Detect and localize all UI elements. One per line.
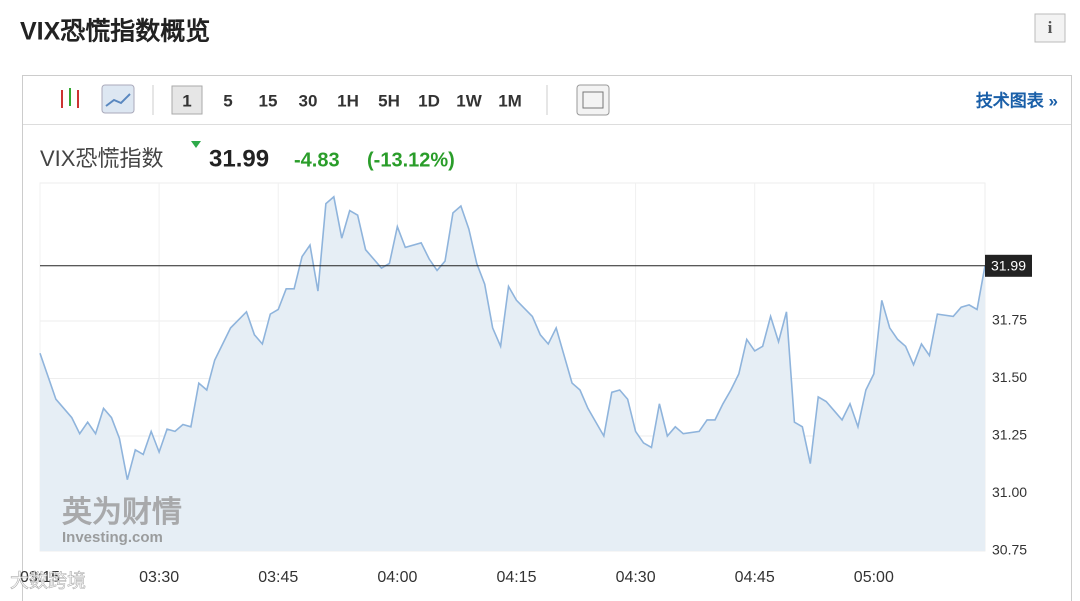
quote-name: VIX恐慌指数 [40, 146, 163, 171]
info-button[interactable] [1034, 13, 1066, 43]
quote-change-pct: (-13.12%) [367, 149, 455, 171]
x-tick-label: 04:00 [377, 569, 417, 586]
x-tick-label: 05:00 [854, 569, 894, 586]
down-indicator [191, 141, 201, 148]
plot: 30.75 31.00 31.25 31.50 31.75 03:15 03:30 03:45… [20, 182, 1032, 586]
interval-button[interactable]: 1M [498, 91, 522, 110]
info-icon[interactable]: i [1048, 18, 1053, 37]
table-icon[interactable] [576, 84, 610, 116]
table-icon-glyph [582, 91, 604, 109]
price-line [39, 195, 986, 480]
area-fill [40, 196, 985, 552]
interval-button[interactable]: 5 [223, 91, 232, 110]
y-tick-label: 31.50 [992, 369, 1027, 385]
x-tick-label: 03:45 [258, 569, 298, 586]
quote-last: 31.99 [209, 145, 269, 172]
y-tick-label: 30.75 [992, 542, 1027, 558]
watermark-sub: Investing.com [62, 529, 163, 546]
y-tick-label: 31.25 [992, 427, 1027, 443]
candle-icon[interactable] [61, 88, 79, 108]
interval-button[interactable]: 1H [337, 91, 359, 110]
x-tick-label: 03:15 [20, 569, 60, 586]
interval-button[interactable]: 1 [182, 91, 191, 110]
x-tick-label: 04:30 [616, 569, 656, 586]
x-tick-label: 04:15 [496, 569, 536, 586]
last-price-label: 31.99 [991, 258, 1026, 274]
interval-button[interactable]: 1W [456, 91, 482, 110]
technical-chart-link[interactable]: 技术图表 » [976, 90, 1058, 110]
quote-change: -4.83 [294, 149, 340, 171]
y-tick-label: 31.75 [992, 312, 1027, 328]
image-watermark: 大数跨境 [10, 570, 86, 592]
watermark-brand: 英为财情 [62, 496, 182, 529]
x-tick-label: 04:45 [735, 569, 775, 586]
last-price-tag [985, 254, 1032, 277]
page-title: VIX恐慌指数概览 [20, 18, 210, 46]
x-tick-label: 03:30 [139, 569, 179, 586]
interval-selected[interactable] [171, 85, 203, 115]
interval-button[interactable]: 30 [299, 91, 318, 110]
interval-button[interactable]: 5H [378, 91, 400, 110]
interval-button[interactable]: 1D [418, 91, 440, 110]
line-icon[interactable] [101, 84, 135, 114]
y-tick-label: 31.00 [992, 484, 1027, 500]
line-icon-glyph [105, 93, 131, 107]
interval-button[interactable]: 15 [259, 91, 278, 110]
